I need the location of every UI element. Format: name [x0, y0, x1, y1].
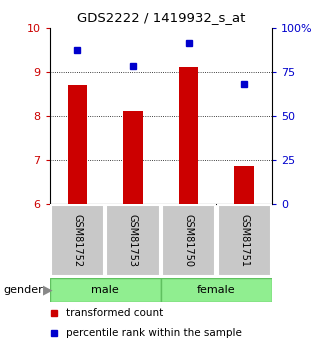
Bar [161, 278, 272, 302]
Text: GSM81750: GSM81750 [184, 214, 194, 267]
Bar [179, 67, 198, 204]
Bar [68, 85, 87, 204]
Title: GDS2222 / 1419932_s_at: GDS2222 / 1419932_s_at [76, 11, 245, 24]
Bar [123, 111, 143, 204]
Text: GSM81753: GSM81753 [128, 214, 138, 267]
Bar [106, 205, 160, 276]
Bar [51, 205, 104, 276]
Text: female: female [197, 285, 236, 295]
Bar [235, 166, 254, 204]
Text: ▶: ▶ [43, 283, 53, 296]
Text: male: male [91, 285, 119, 295]
Bar [50, 278, 161, 302]
Bar [162, 205, 215, 276]
Text: GSM81751: GSM81751 [239, 214, 249, 267]
Bar [218, 205, 271, 276]
Text: percentile rank within the sample: percentile rank within the sample [66, 328, 242, 338]
Text: transformed count: transformed count [66, 308, 164, 318]
Text: gender: gender [3, 285, 43, 295]
Text: GSM81752: GSM81752 [72, 214, 83, 267]
